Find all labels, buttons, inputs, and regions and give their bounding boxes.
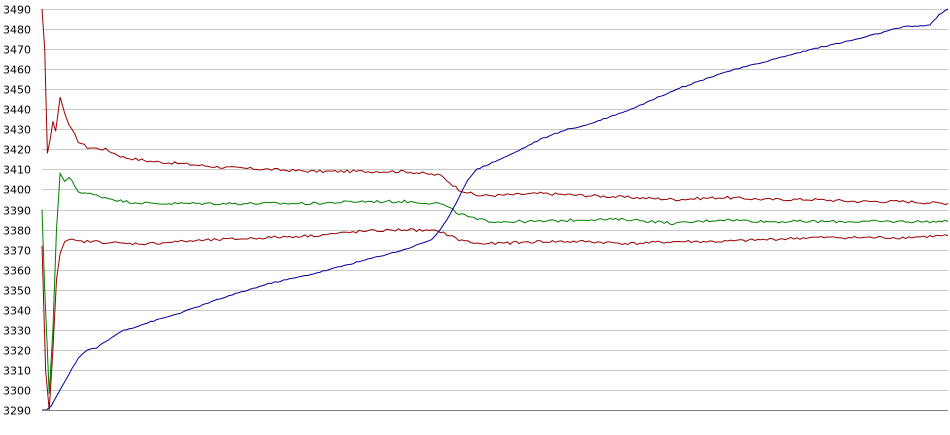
series-line-3 [41, 228, 949, 411]
y-tick-label: 3390 [3, 205, 31, 218]
series-line-1 [41, 8, 949, 206]
y-tick-label: 3450 [3, 84, 31, 97]
y-tick-label: 3380 [3, 225, 31, 238]
y-tick-label: 3460 [3, 64, 31, 77]
y-tick-label: 3470 [3, 44, 31, 57]
y-tick-label: 3360 [3, 265, 31, 278]
y-tick-label: 3310 [3, 365, 31, 378]
y-tick-label: 3350 [3, 285, 31, 298]
series-layer [41, 8, 949, 411]
y-tick-label: 3440 [3, 104, 31, 117]
y-tick-label: 3330 [3, 325, 31, 338]
y-tick-label: 3320 [3, 345, 31, 358]
y-tick-label: 3420 [3, 144, 31, 157]
y-tick-label: 3400 [3, 184, 31, 197]
y-tick-label: 3290 [3, 405, 31, 418]
y-tick-label: 3300 [3, 385, 31, 398]
y-tick-label: 3340 [3, 305, 31, 318]
grid-layer [42, 9, 948, 411]
y-tick-label: 3490 [3, 4, 31, 17]
series-line-2 [41, 171, 949, 395]
y-tick-label: 3370 [3, 245, 31, 258]
series-line-4 [42, 8, 949, 411]
y-tick-label: 3480 [3, 24, 31, 37]
y-tick-label: 3410 [3, 164, 31, 177]
y-tick-labels: 3490 3480 3470 3460 3450 3440 3430 3420 3410 3400… [3, 4, 31, 418]
y-tick-label: 3430 [3, 124, 31, 137]
